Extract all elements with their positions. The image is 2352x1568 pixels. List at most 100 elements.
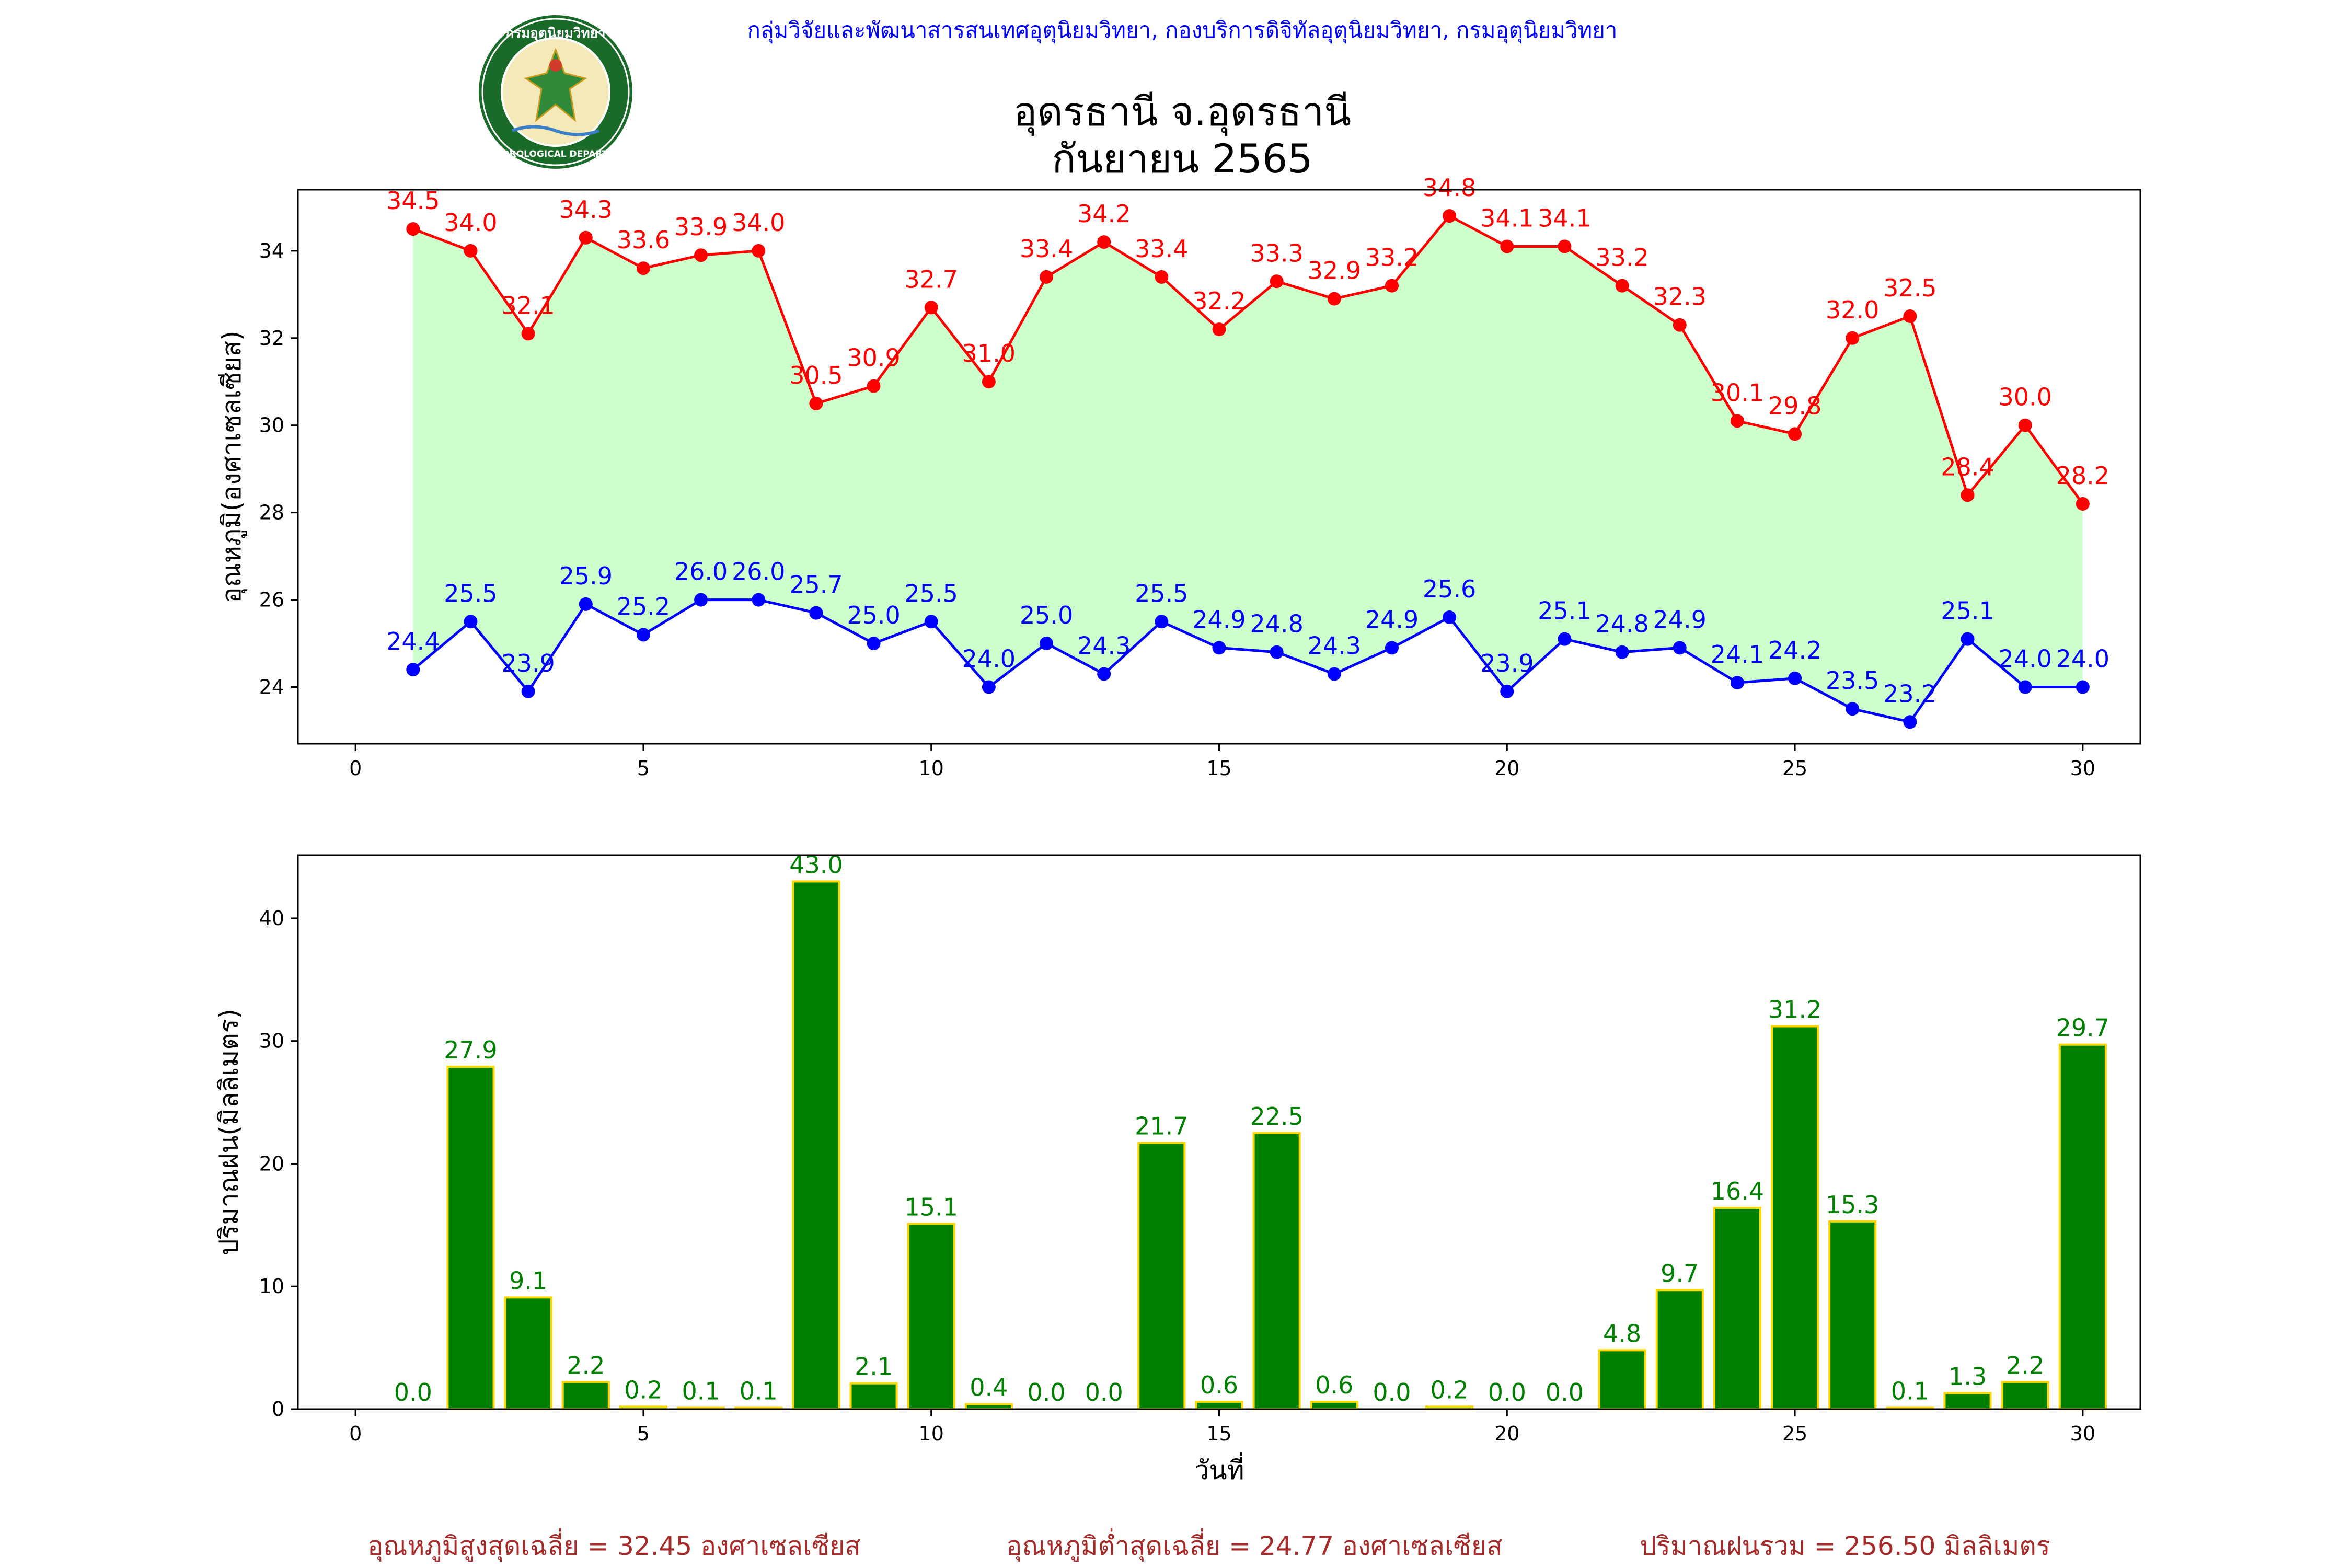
max-temperature-point xyxy=(1961,488,1975,502)
rainfall-plot-frame xyxy=(297,854,2141,1410)
max-temperature-point xyxy=(809,396,823,410)
min-temperature-data-label: 23.2 xyxy=(1883,679,1936,708)
min-temperature-point xyxy=(1270,645,1284,659)
min-temperature-point xyxy=(1212,641,1226,655)
x-tick-label: 0 xyxy=(349,757,362,780)
max-temperature-point xyxy=(924,301,938,315)
logo-water-wave xyxy=(511,125,600,136)
max-temperature-data-label: 29.8 xyxy=(1768,391,1821,420)
rainfall-y-axis-label: ปริมาณฝน(มิลลิเมตร) xyxy=(214,1009,244,1255)
rainfall-data-label: 29.7 xyxy=(2056,1014,2109,1042)
rainfall-bar xyxy=(1310,1400,1358,1410)
min-temperature-point xyxy=(1155,615,1169,629)
max-temperature-data-label: 32.9 xyxy=(1308,257,1361,285)
rainfall-bars: 0.027.99.12.20.2 0.1 0.143.02.115.10.4 0.0 0… xyxy=(394,850,2109,1411)
rainfall-data-label: 0.0 xyxy=(1027,1378,1065,1406)
max-temperature-data-label: 32.1 xyxy=(501,291,555,319)
min-temperature-point xyxy=(579,597,593,611)
rainfall-x-axis-label: วันที่ xyxy=(1194,1452,1244,1485)
max-temperature-point xyxy=(1500,239,1514,253)
y-tick-label: 28 xyxy=(259,501,284,524)
logo-text-top: กรมอุตุนิยมวิทยา xyxy=(505,26,605,42)
min-temperature-point xyxy=(521,684,535,698)
max-temperature-data-label: 30.0 xyxy=(1998,383,2051,411)
rainfall-data-label: 0.0 xyxy=(1085,1378,1123,1406)
rainfall-bar xyxy=(2001,1381,2049,1410)
min-temperature-point xyxy=(1040,637,1054,651)
min-temperature-data-label: 24.0 xyxy=(2056,644,2109,673)
logo-text-bottom: METEOROLOGICAL DEPARTMENT xyxy=(475,149,637,159)
summary-avg-min: อุณหภูมิต่ำสุดเฉลี่ย = 24.77 องศาเซลเซีย… xyxy=(1006,1528,1502,1562)
max-temperature-point xyxy=(694,248,708,262)
max-temperature-data-label: 34.1 xyxy=(1538,204,1591,233)
rainfall-data-label: 15.3 xyxy=(1826,1191,1879,1219)
min-temperature-data-label: 24.4 xyxy=(386,627,440,655)
x-tick-label: 5 xyxy=(637,757,650,780)
organization-header: กลุ่มวิจัยและพัฒนาสารสนเทศอุตุนิยมวิทยา,… xyxy=(747,17,1617,44)
x-tick-label: 25 xyxy=(1782,1422,1807,1445)
max-temperature-point xyxy=(1385,279,1399,293)
min-temperature-data-label: 23.9 xyxy=(1480,649,1534,677)
min-temperature-data-label: 24.8 xyxy=(1250,610,1303,638)
min-temperature-data-label: 24.3 xyxy=(1308,631,1361,660)
rainfall-bar xyxy=(1655,1289,1704,1411)
min-temperature-data-label: 24.2 xyxy=(1768,636,1821,664)
y-tick-label: 0 xyxy=(272,1398,284,1421)
rainfall-bar xyxy=(907,1223,955,1411)
y-tick-label: 30 xyxy=(259,414,284,437)
temperature-plot-frame xyxy=(297,189,2141,745)
temperature-chart: 34.534.032.134.333.6 33.9 34.030.530.932.7… xyxy=(216,174,2141,780)
rainfall-bar xyxy=(1195,1400,1243,1410)
min-temperature-point xyxy=(924,615,938,629)
rainfall-bar xyxy=(1713,1206,1761,1411)
temperature-y-axis-label: อุณหภูมิ(องศาเซลเซียส) xyxy=(216,330,247,603)
max-temperature-data-label: 34.5 xyxy=(386,187,440,215)
min-temperature-data-label: 24.0 xyxy=(962,644,1016,673)
rainfall-data-label: 0.0 xyxy=(394,1378,432,1406)
max-temperature-data-label: 33.2 xyxy=(1365,244,1419,272)
meteorological-department-logo: กรมอุตุนิยมวิทยา METEOROLOGICAL DEPARTME… xyxy=(475,15,637,169)
max-temperature-point xyxy=(1846,331,1860,345)
max-temperature-point xyxy=(1673,318,1687,332)
rainfall-data-label: 0.0 xyxy=(1488,1378,1526,1406)
max-temperature-point xyxy=(464,244,478,258)
x-tick-label: 20 xyxy=(1494,1422,1519,1445)
y-tick-label: 32 xyxy=(259,327,284,350)
max-temperature-point xyxy=(1903,309,1917,324)
max-temperature-point xyxy=(752,244,766,258)
x-tick-label: 15 xyxy=(1206,757,1231,780)
rainfall-data-label: 31.2 xyxy=(1768,996,1821,1024)
y-tick-label: 40 xyxy=(259,907,284,930)
rainfall-data-label: 4.8 xyxy=(1603,1319,1641,1347)
rainfall-data-label: 0.1 xyxy=(682,1377,720,1405)
rainfall-bar xyxy=(504,1296,552,1411)
max-temperature-point xyxy=(1558,239,1572,253)
rainfall-bar xyxy=(1828,1220,1877,1411)
x-tick-label: 30 xyxy=(2070,757,2095,780)
max-temperature-data-label: 31.0 xyxy=(962,339,1016,367)
max-temperature-data-label: 34.0 xyxy=(732,209,785,237)
logo-outer-border xyxy=(481,18,630,166)
rainfall-data-label: 0.1 xyxy=(1891,1377,1929,1405)
min-temperature-point xyxy=(1558,632,1572,646)
rainfall-data-label: 21.7 xyxy=(1135,1112,1188,1140)
rainfall-bar xyxy=(446,1065,495,1410)
min-temperature-point xyxy=(1327,667,1341,681)
rainfall-data-label: 0.0 xyxy=(1546,1378,1584,1406)
min-temperature-data-label: 25.7 xyxy=(789,571,843,599)
rainfall-bar xyxy=(1598,1349,1646,1411)
rainfall-bar xyxy=(1771,1025,1819,1410)
rainfall-y-axis: 0 10 20 30 40 xyxy=(259,907,298,1421)
max-temperature-data-label: 30.9 xyxy=(847,344,900,372)
rainfall-data-label: 0.1 xyxy=(740,1377,778,1405)
max-temperature-point xyxy=(2076,497,2090,511)
max-temperature-data-label: 32.2 xyxy=(1192,287,1246,315)
rainfall-data-label: 0.4 xyxy=(970,1374,1008,1402)
min-temperature-point xyxy=(1788,671,1802,685)
x-tick-label: 25 xyxy=(1782,757,1807,780)
min-temperature-point xyxy=(809,606,823,620)
min-temperature-point xyxy=(1903,715,1917,729)
rainfall-data-label: 0.2 xyxy=(1431,1376,1469,1404)
min-temperature-data-label: 25.5 xyxy=(1135,579,1188,607)
y-tick-label: 26 xyxy=(259,589,284,612)
